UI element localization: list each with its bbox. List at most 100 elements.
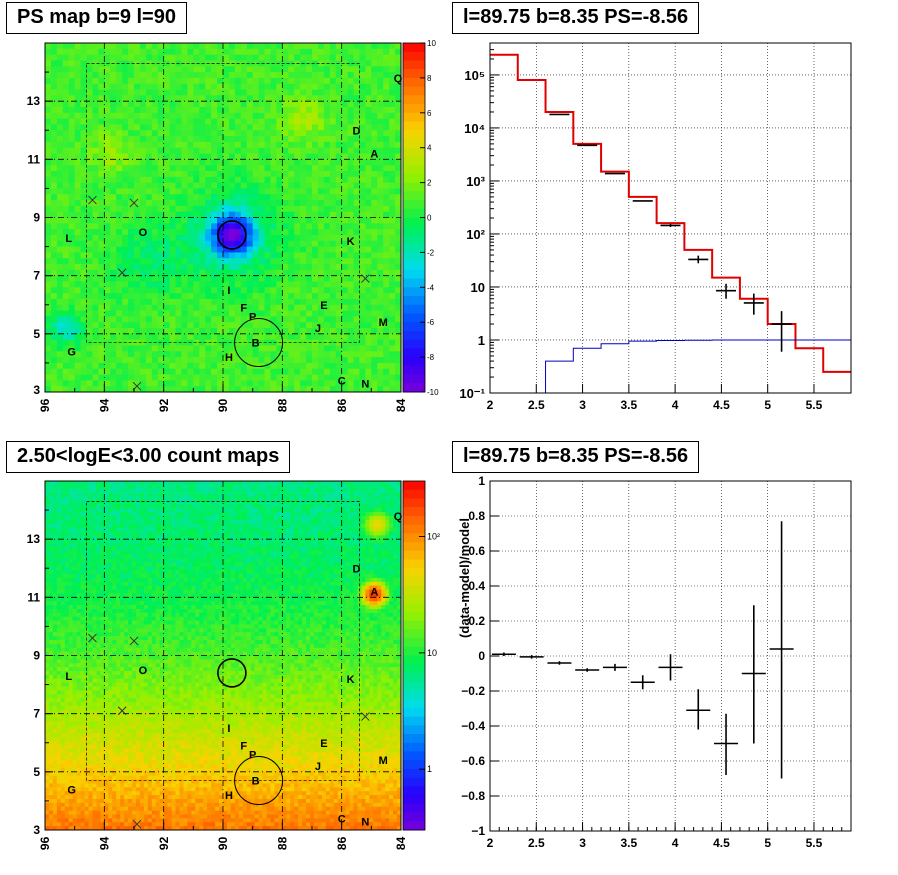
colorbar-segment bbox=[403, 374, 425, 384]
colorbar-label: 1 bbox=[427, 764, 432, 774]
source-label: I bbox=[227, 285, 230, 297]
residual-x-tick-label: 5 bbox=[764, 836, 771, 850]
colorbar-segment bbox=[403, 173, 425, 184]
colorbar-segment bbox=[403, 751, 425, 761]
colorbar-segment bbox=[403, 638, 425, 648]
map-y-tick-label: 11 bbox=[27, 590, 40, 604]
map-y-tick-label: 7 bbox=[33, 707, 40, 721]
count-map-heatmap bbox=[45, 481, 402, 831]
map-y-tick-label: 9 bbox=[33, 211, 40, 225]
source-label: P bbox=[249, 749, 256, 761]
map-y-tick-label: 7 bbox=[33, 269, 40, 283]
residual-y-tick-label: 0.8 bbox=[468, 509, 485, 523]
map-x-tick-label: 92 bbox=[157, 836, 171, 850]
residual-plot: 2 2.5 3 3.5 4 4.5 5 5.5 1 0.8 0.6 0.4 0.2 0 −0.2 −0.4 −0… bbox=[457, 474, 852, 850]
colorbar-segment bbox=[403, 313, 425, 323]
residual-x-tick-label: 2.5 bbox=[528, 836, 545, 850]
colorbar-segment bbox=[403, 339, 425, 349]
colorbar-segment bbox=[403, 112, 425, 123]
map-x-tick-label: 96 bbox=[38, 836, 52, 850]
colorbar-segment bbox=[403, 51, 425, 61]
source-label: D bbox=[353, 563, 361, 575]
colorbar-segment bbox=[403, 664, 425, 674]
colorbar-segment bbox=[403, 716, 425, 726]
map-y-tick-label: 9 bbox=[33, 649, 40, 663]
spectrum-x-tick-label: 5 bbox=[764, 398, 771, 412]
colorbar-frame bbox=[402, 480, 426, 831]
map-x-tick-label: 94 bbox=[98, 836, 112, 850]
colorbar-label: -10 bbox=[427, 388, 439, 397]
colorbar-segment bbox=[403, 147, 425, 157]
source-label: N bbox=[361, 378, 369, 390]
residual-y-tick-label: −0.2 bbox=[461, 684, 485, 698]
colorbar-segment bbox=[403, 138, 425, 149]
colorbar-segment bbox=[403, 611, 425, 622]
spectrum-y-tick-label: 10⁴ bbox=[464, 121, 485, 136]
source-cross bbox=[129, 636, 139, 646]
colorbar-segment bbox=[403, 550, 425, 561]
colorbar-segment bbox=[403, 243, 425, 253]
map-y-tick-label: 13 bbox=[27, 532, 41, 546]
colorbar-segment bbox=[403, 322, 425, 332]
colorbar-segment bbox=[403, 803, 425, 814]
source-cross bbox=[117, 706, 127, 716]
colorbar-segment bbox=[403, 217, 425, 227]
colorbar-segment bbox=[403, 200, 425, 210]
colorbar-segment bbox=[403, 681, 425, 691]
colorbar-segment bbox=[403, 121, 425, 131]
colorbar-segment bbox=[403, 304, 425, 314]
residual-x-tick-label: 2 bbox=[487, 836, 494, 850]
spectrum-y-tick-label: 10 bbox=[471, 280, 485, 295]
map-y-tick-label: 5 bbox=[33, 327, 40, 341]
source-label: D bbox=[353, 125, 361, 137]
source-label: K bbox=[347, 674, 355, 686]
colorbar-segment bbox=[403, 348, 425, 358]
colorbar-segment bbox=[403, 182, 425, 192]
colorbar-segment bbox=[403, 568, 425, 578]
colorbar-label: -8 bbox=[427, 353, 435, 362]
residual-x-tick-label: 5.5 bbox=[806, 836, 823, 850]
colorbar-label: 4 bbox=[427, 144, 432, 153]
map-x-tick-label: 84 bbox=[394, 398, 408, 412]
map-x-tick-label: 94 bbox=[98, 398, 112, 412]
colorbar-segment bbox=[403, 576, 425, 587]
spectrum-plot: 2 2.5 3 3.5 4 4.5 5 5.5 10⁵ 10⁴ 10³ 10² 10 1 10⁻¹ bbox=[459, 42, 852, 412]
residual-title: l=89.75 b=8.35 PS=-8.56 bbox=[452, 441, 700, 473]
model-total-histogram bbox=[490, 53, 851, 373]
colorbar-segment bbox=[403, 777, 425, 787]
colorbar-segment bbox=[403, 594, 425, 604]
source-label: G bbox=[67, 784, 76, 796]
colorbar-segment bbox=[403, 742, 425, 752]
map-x-tick-label: 88 bbox=[276, 398, 290, 412]
source-label: G bbox=[67, 346, 76, 358]
source-label: M bbox=[379, 317, 388, 329]
colorbar-segment bbox=[403, 768, 425, 779]
colorbar-segment bbox=[403, 629, 425, 639]
target-circle bbox=[217, 220, 247, 250]
source-label: J bbox=[315, 323, 321, 335]
map-y-tick-label: 13 bbox=[27, 94, 41, 108]
spectrum-y-tick-label: 10³ bbox=[466, 174, 485, 189]
spectrum-x-tick-label: 4.5 bbox=[713, 398, 730, 412]
colorbar-segment bbox=[403, 357, 425, 367]
map-x-tick-label: 86 bbox=[335, 398, 349, 412]
spectrum-y-tick-label: 10⁵ bbox=[464, 68, 485, 83]
roi-box bbox=[86, 63, 360, 343]
source-label: A bbox=[370, 149, 378, 161]
source-label: I bbox=[227, 723, 230, 735]
residual-y-tick-label: −0.6 bbox=[461, 754, 485, 768]
spectrum-frame bbox=[489, 42, 852, 394]
colorbar-segment bbox=[403, 646, 425, 656]
residual-frame bbox=[489, 480, 852, 832]
colorbar-segment bbox=[403, 489, 425, 499]
colorbar-segment bbox=[403, 559, 425, 569]
colorbar-segment bbox=[403, 95, 425, 105]
colorbar-segment bbox=[403, 786, 425, 796]
colorbar-segment bbox=[403, 165, 425, 175]
map-x-tick-label: 84 bbox=[394, 836, 408, 850]
colorbar-segment bbox=[403, 725, 425, 735]
colorbar-segment bbox=[403, 690, 425, 700]
source-label: Q bbox=[394, 73, 403, 85]
spectrum-x-tick-label: 3.5 bbox=[621, 398, 638, 412]
